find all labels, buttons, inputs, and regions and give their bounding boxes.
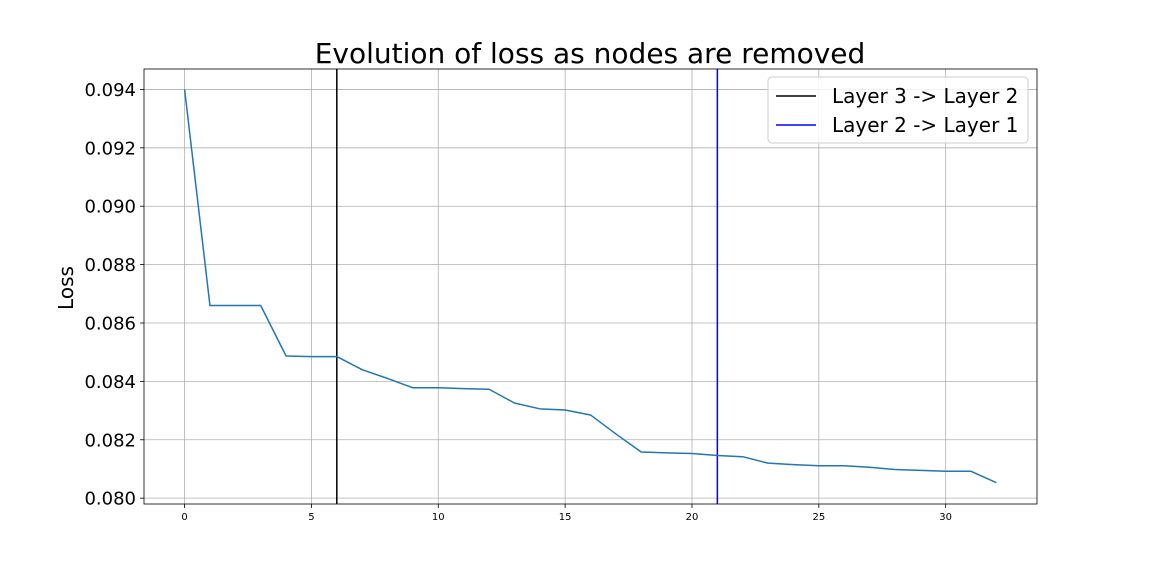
ticks-layer: 0 5 10 15 20 25 30 0.080 0.082 0.084 0.086 0.088 0.0… [84, 80, 952, 523]
y-tick-label: 0.086 [84, 313, 136, 334]
y-tick-label: 0.082 [84, 430, 136, 451]
y-tick-label: 0.088 [84, 255, 136, 276]
y-tick-label: 0.094 [84, 80, 136, 101]
x-tick-label: 30 [939, 512, 952, 523]
y-tick-label: 0.080 [84, 489, 136, 510]
plot-frame [143, 68, 1038, 505]
x-tick-label: 25 [812, 512, 825, 523]
legend-label: Layer 2 -> Layer 1 [832, 113, 1018, 137]
loss-line [183, 89, 997, 484]
y-tick-label: 0.090 [84, 197, 136, 218]
series-layer [183, 89, 997, 484]
vertical-lines-layer [336, 69, 719, 504]
y-tick-label: 0.092 [84, 138, 136, 159]
x-tick-label: 10 [432, 512, 445, 523]
legend-box [767, 76, 1029, 144]
y-axis-label: Loss [54, 266, 78, 310]
x-tick-label: 20 [686, 512, 699, 523]
y-tick-label: 0.084 [84, 372, 136, 393]
x-tick-label: 5 [308, 512, 314, 523]
chart-title: Evolution of loss as nodes are removed [315, 37, 866, 70]
legend-label: Layer 3 -> Layer 2 [832, 84, 1018, 108]
x-tick-label: 0 [181, 512, 187, 523]
x-tick-label: 15 [559, 512, 572, 523]
legend: Layer 3 -> Layer 2 Layer 2 -> Layer 1 [767, 76, 1029, 144]
